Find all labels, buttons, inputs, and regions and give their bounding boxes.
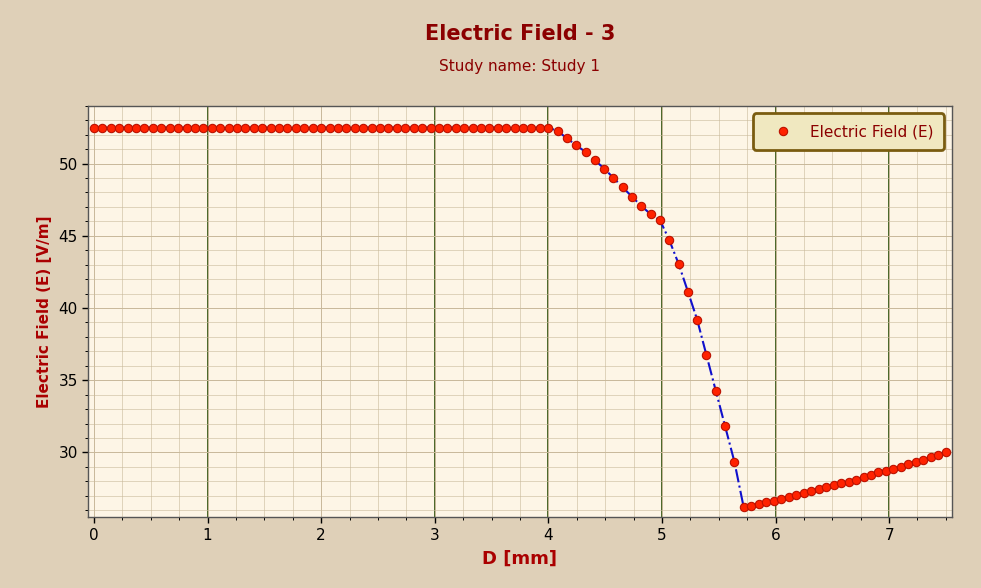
Electric Field (E)	[589, 157, 600, 164]
Text: Study name: Study 1: Study name: Study 1	[439, 59, 600, 74]
Electric Field (E)	[880, 467, 892, 474]
Electric Field (E)	[738, 504, 749, 511]
Electric Field (E)	[873, 469, 885, 476]
Line: Electric Field (E): Electric Field (E)	[90, 123, 950, 512]
Electric Field (E)	[88, 124, 100, 131]
Y-axis label: Electric Field (E) [V/m]: Electric Field (E) [V/m]	[36, 215, 52, 408]
Electric Field (E)	[857, 474, 869, 481]
Text: Electric Field - 3: Electric Field - 3	[425, 24, 615, 44]
Electric Field (E)	[324, 124, 336, 131]
Legend: Electric Field (E): Electric Field (E)	[753, 113, 944, 150]
X-axis label: D [mm]: D [mm]	[483, 550, 557, 568]
Electric Field (E)	[895, 463, 906, 470]
Electric Field (E)	[940, 449, 952, 456]
